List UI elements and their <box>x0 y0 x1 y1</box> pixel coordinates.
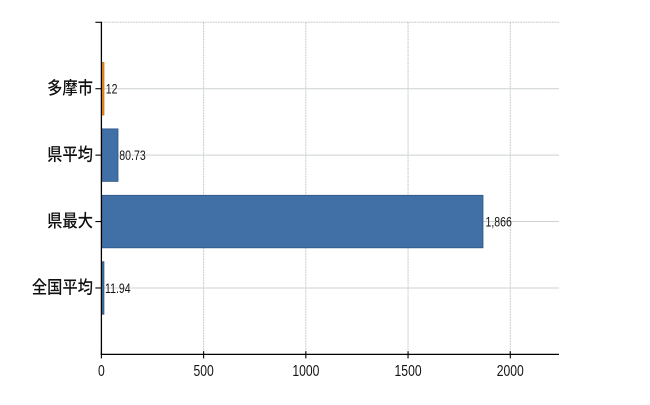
svg-text:12: 12 <box>106 81 118 97</box>
svg-text:2000: 2000 <box>497 362 524 380</box>
svg-text:80.73: 80.73 <box>119 148 146 164</box>
svg-text:1500: 1500 <box>395 362 422 380</box>
svg-text:500: 500 <box>193 362 213 380</box>
svg-text:1,866: 1,866 <box>486 214 513 230</box>
svg-text:0: 0 <box>98 362 105 380</box>
svg-text:1000: 1000 <box>292 362 319 380</box>
svg-text:11.94: 11.94 <box>105 281 131 297</box>
